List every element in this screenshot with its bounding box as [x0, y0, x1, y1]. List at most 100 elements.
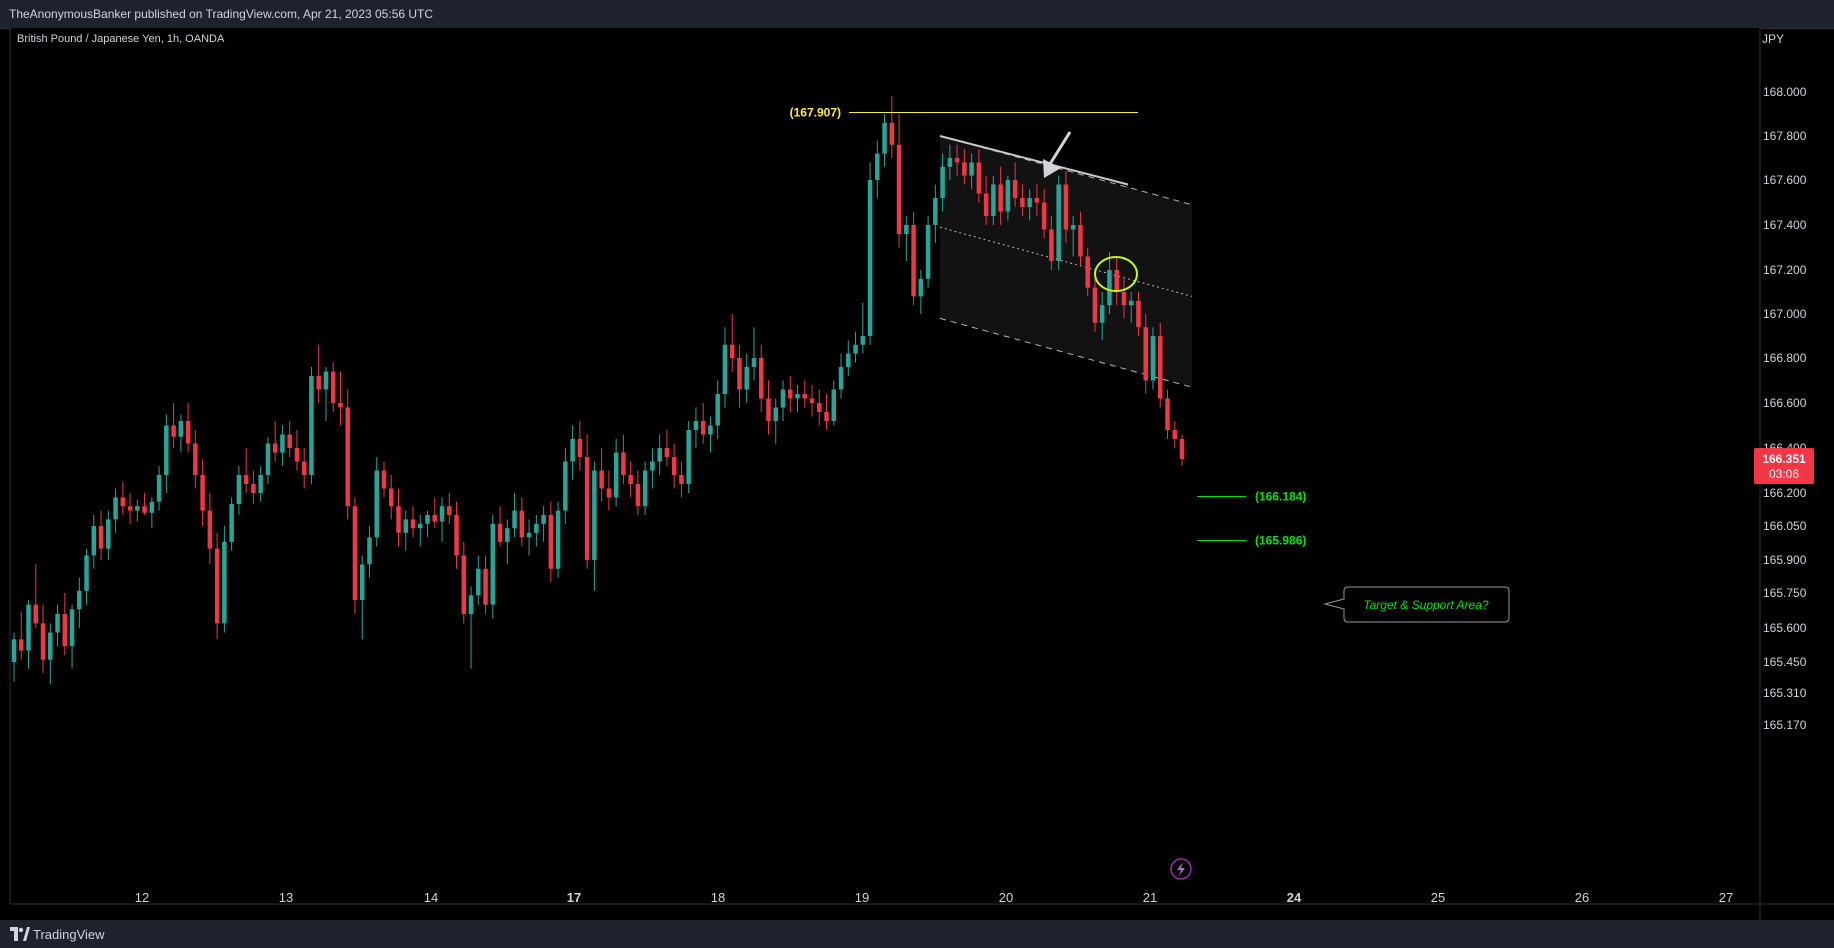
candle-body: [940, 166, 945, 198]
candle-body: [323, 371, 329, 390]
price-tag-countdown: 03:06: [1769, 467, 1799, 481]
price-axis[interactable]: 168.000 167.800 167.600 167.400 167.200 167.0…: [1763, 85, 1807, 732]
candle-body: [98, 526, 104, 549]
price-tick-label: 167.800: [1763, 129, 1807, 143]
resistance-label: (167.907): [790, 105, 841, 119]
candle-body: [251, 484, 256, 493]
candle-body: [127, 506, 133, 511]
candle-body: [149, 501, 155, 513]
candle-body: [62, 614, 68, 647]
candle-body: [751, 358, 757, 367]
candle-body: [584, 457, 590, 560]
price-tick-label: 168.000: [1763, 85, 1807, 99]
candle-body: [1078, 225, 1083, 257]
candle-body: [171, 425, 176, 437]
candle-body: [838, 367, 844, 390]
candle-body: [534, 523, 539, 533]
candle-body: [592, 470, 597, 560]
candle-body: [904, 225, 909, 234]
target-upper-label: (166.184): [1255, 490, 1306, 504]
candle-body: [563, 461, 568, 511]
candle-body: [1012, 180, 1018, 198]
candle-body: [280, 434, 285, 453]
candle-body: [722, 344, 728, 394]
candle-body: [976, 162, 982, 194]
time-tick-label: 25: [1431, 890, 1445, 905]
price-tick-label: 166.800: [1763, 351, 1807, 365]
candle-body: [316, 376, 321, 390]
candle-body: [817, 403, 822, 412]
publisher-line: TheAnonymousBanker published on TradingV…: [9, 7, 434, 21]
candle-body: [962, 162, 967, 176]
candle-body: [1157, 336, 1163, 399]
lightning-icon[interactable]: [1170, 858, 1192, 880]
candle-body: [519, 510, 525, 538]
retest-circle: [1094, 256, 1138, 292]
candle-body: [577, 439, 583, 457]
candle-body: [294, 448, 300, 462]
candle-body: [650, 461, 655, 471]
candle-body: [555, 510, 561, 569]
time-tick-label: 27: [1719, 890, 1733, 905]
time-tick-label: 24: [1287, 890, 1302, 905]
candle-body: [795, 394, 800, 399]
candle-body: [1114, 270, 1119, 292]
candle-body: [1085, 256, 1090, 288]
candle-body: [787, 389, 793, 399]
price-chart[interactable]: British Pound / Japanese Yen, 1h, OANDA …: [0, 28, 1834, 920]
candle-body: [1049, 229, 1054, 261]
candle-body: [889, 122, 895, 145]
candle-body: [330, 371, 336, 403]
candle-body: [113, 497, 118, 520]
candle-body: [918, 278, 924, 297]
candle-body: [19, 639, 24, 651]
candle-body: [229, 504, 234, 542]
candle-body: [476, 568, 481, 596]
candle-body: [1070, 225, 1076, 230]
candle-body: [715, 394, 720, 426]
candle-body: [671, 457, 677, 475]
time-tick-label: 26: [1575, 890, 1589, 905]
candle-body: [309, 376, 314, 475]
plot-background: [10, 28, 1760, 904]
candle-body: [396, 506, 401, 533]
trendline: [939, 135, 1129, 186]
candle-body: [780, 389, 786, 408]
candle-body: [991, 184, 996, 216]
currency-label: JPY: [1762, 32, 1784, 46]
candle-body: [258, 475, 263, 493]
candle-body: [700, 421, 706, 435]
candle-body: [853, 344, 858, 354]
candle-body: [664, 448, 670, 457]
candle-body: [1165, 398, 1170, 430]
candle-body: [40, 623, 46, 660]
candle-body: [773, 407, 778, 421]
price-tick-label: 165.310: [1763, 686, 1807, 700]
candle-body: [1128, 300, 1134, 306]
candle-body: [548, 515, 554, 569]
candle-body: [570, 439, 575, 462]
candle-body: [824, 412, 829, 421]
candle-body: [896, 144, 902, 234]
time-axis[interactable]: 12 13 14 17 18 19 20 21 24 25 26 27: [135, 890, 1733, 905]
candle-body: [860, 336, 866, 345]
candle-body: [48, 632, 53, 660]
candle-body: [1107, 270, 1112, 306]
candle-body: [135, 506, 140, 511]
candle-body: [352, 506, 358, 600]
candle-body: [1005, 180, 1011, 212]
time-tick-label: 12: [135, 890, 149, 905]
time-tick-label: 21: [1143, 890, 1157, 905]
candle-body: [628, 475, 633, 484]
chart-title: British Pound / Japanese Yen, 1h, OANDA: [17, 33, 225, 45]
candle-body: [737, 358, 742, 390]
candle-body: [606, 488, 612, 498]
candle-body: [1143, 327, 1148, 381]
candle-body: [381, 470, 387, 489]
arrow-icon: [1043, 131, 1072, 178]
candle-body: [933, 198, 938, 225]
time-tick-label: 19: [855, 890, 869, 905]
candle-body: [185, 421, 191, 444]
candle-body: [439, 506, 445, 522]
candle-body: [243, 475, 249, 484]
